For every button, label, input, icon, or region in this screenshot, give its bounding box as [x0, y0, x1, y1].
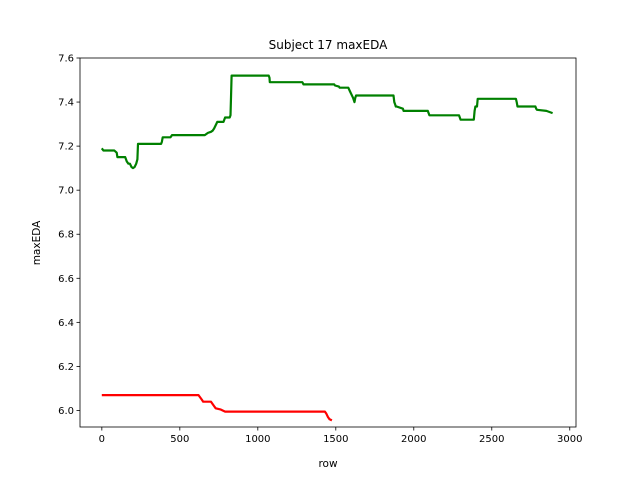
- x-tick-label: 2500: [479, 434, 504, 445]
- x-tick-label: 1000: [245, 434, 270, 445]
- y-tick-label: 7.0: [58, 186, 74, 197]
- y-tick-label: 6.0: [58, 406, 74, 417]
- x-tick-label: 3000: [557, 434, 582, 445]
- y-axis-ticks: 6.0 6.2 6.4 6.6 6.8 7.0 7.2 7.4 7.6: [58, 54, 80, 417]
- series-layer: [100, 74, 553, 422]
- series-line-1: [101, 394, 333, 422]
- y-tick-label: 6.8: [58, 230, 74, 241]
- y-tick-label: 6.6: [58, 274, 74, 285]
- y-tick-label: 7.2: [58, 142, 74, 153]
- x-axis-ticks: 0 500 1000 1500 2000 2500 3000: [99, 427, 582, 445]
- plot-frame: [79, 57, 577, 428]
- chart-title: Subject 17 maxEDA: [269, 38, 389, 52]
- y-tick-label: 6.4: [58, 318, 74, 329]
- y-tick-label: 7.4: [58, 98, 74, 109]
- x-tick-label: 1500: [323, 434, 348, 445]
- y-tick-label: 7.6: [58, 54, 74, 65]
- x-tick-label: 0: [99, 434, 105, 445]
- y-tick-label: 6.2: [58, 362, 74, 373]
- x-tick-label: 500: [170, 434, 189, 445]
- x-tick-label: 2000: [401, 434, 426, 445]
- y-axis-label: maxEDA: [31, 220, 43, 265]
- x-axis-label: row: [318, 458, 338, 470]
- series-line-0: [100, 74, 553, 170]
